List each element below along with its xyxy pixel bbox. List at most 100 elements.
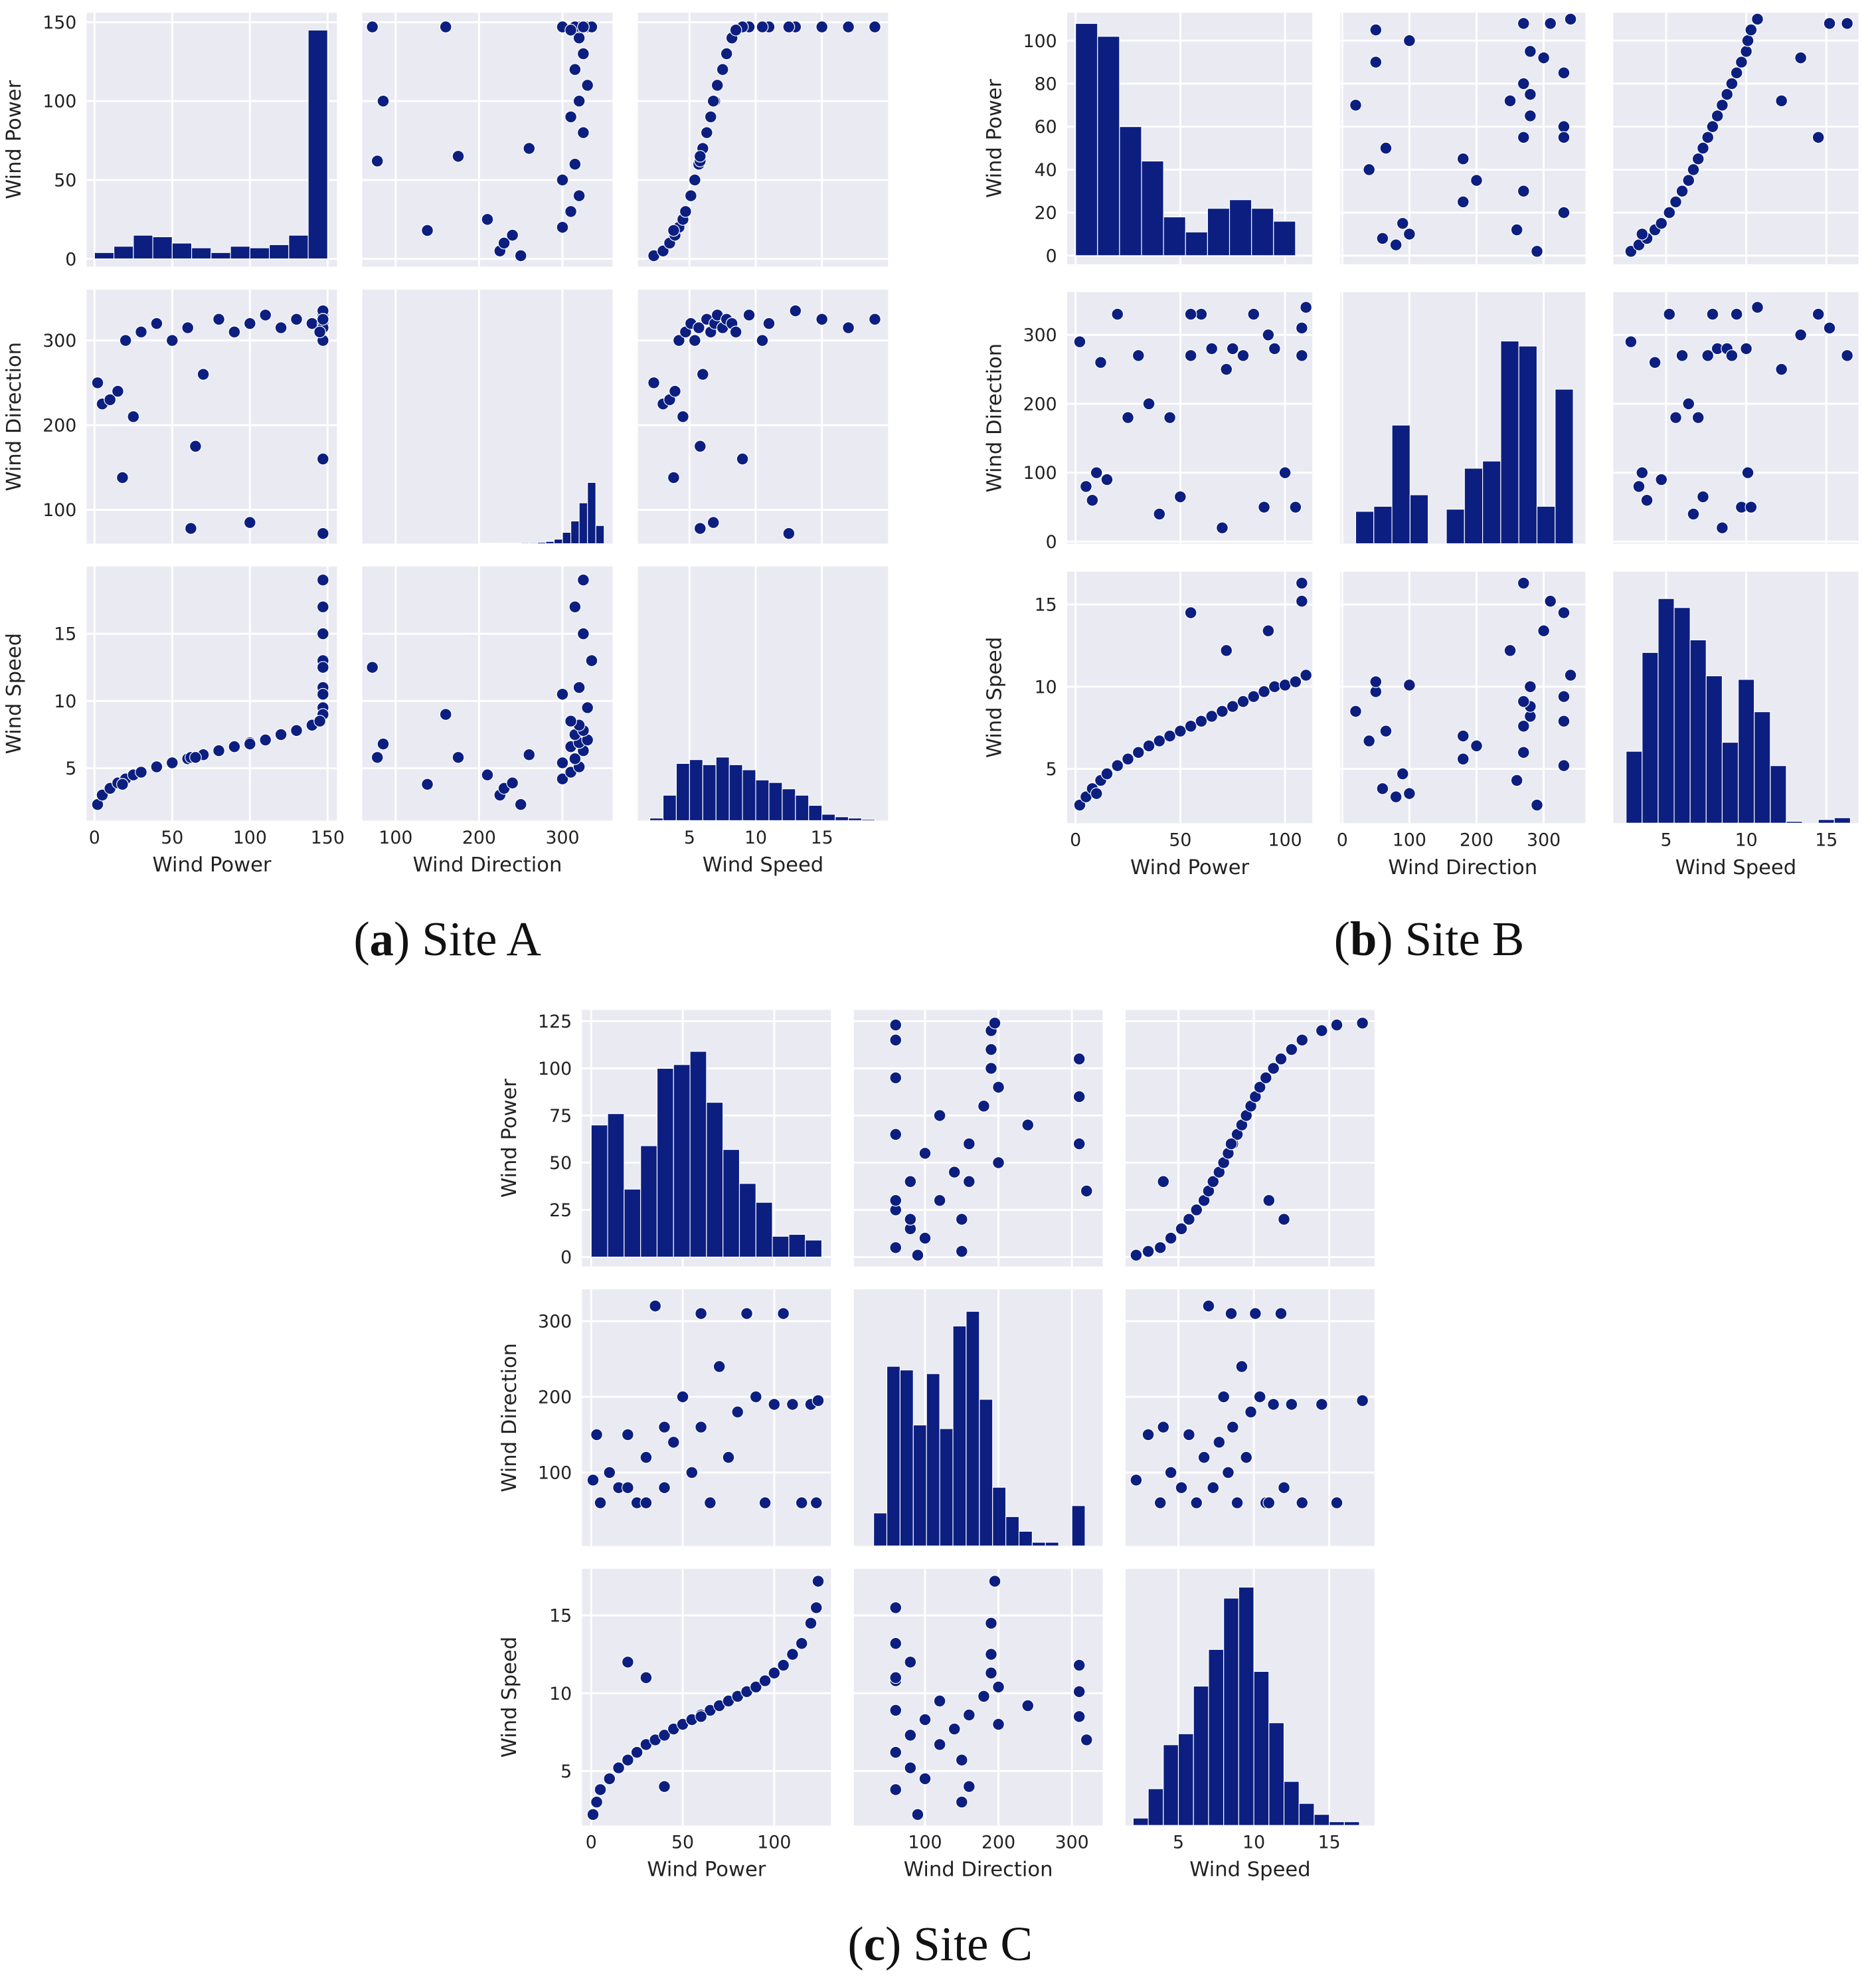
scatter-point [1153,507,1166,521]
histogram-bar [662,794,677,822]
scatter-point [572,681,586,694]
scatter-point [711,79,724,92]
y-tick-label: 0 [1046,532,1057,553]
scatter-point [1122,411,1134,424]
histogram-bar [1185,231,1208,256]
histogram-bar [1298,1803,1315,1826]
scatter-point [768,1398,781,1411]
scatter-point [1202,1299,1215,1312]
x-tick-label: 200 [981,1833,1015,1853]
x-tick-label: 0 [89,828,100,848]
scatter-point [1557,131,1571,144]
histogram-bar [979,1399,993,1547]
scatter-point [1278,679,1292,691]
scatter-point [676,1390,689,1403]
panel-background [86,290,337,544]
scatter-point [1226,1421,1239,1433]
scatter-point [1741,34,1754,47]
y-tick-label: 300 [1023,325,1057,346]
scatter-point [1557,120,1571,134]
scatter-point [693,522,707,535]
histogram-bar [1658,598,1675,824]
x-tick-label: 100 [1393,830,1426,851]
scatter-point [889,1637,902,1650]
scatter-point [313,325,326,339]
scatter-point [1557,206,1571,219]
x-tick-label: 5 [1173,1833,1184,1853]
scatter-point [1544,594,1557,608]
scatter-point [1226,342,1239,355]
scatter-point [1363,735,1376,747]
histogram-bar [553,539,563,545]
histogram-bar [1409,494,1429,545]
y-tick-label: 25 [549,1200,572,1221]
scatter-point [1841,17,1853,30]
scatter-point [669,385,681,398]
histogram-bar [607,1113,625,1258]
scatter-point [992,1081,1005,1094]
scatter-point [577,627,590,640]
histogram-bar [1446,509,1465,545]
scatter-point [1295,321,1308,335]
scatter-point [1153,1241,1167,1254]
scatter-point [1072,1052,1086,1065]
scatter-point [1267,1398,1280,1411]
y-tick-label: 100 [538,1463,572,1483]
histogram-bar [624,1188,641,1258]
scatter-point [1142,1428,1155,1441]
x-tick-label: 10 [1242,1833,1265,1853]
scatter-point [1823,321,1836,335]
scatter-point [1663,308,1676,321]
scatter-point [556,221,569,234]
scatter-point [1330,1018,1343,1032]
scatter-point [955,1795,968,1809]
histogram-bar [1273,221,1296,256]
x-tick-label: 100 [379,828,412,848]
scatter-point [762,317,776,330]
x-axis-label: Wind Power [1130,856,1249,879]
y-tick-label: 100 [43,500,76,521]
histogram-bar [1132,1817,1149,1826]
y-tick-label: 60 [1035,117,1057,137]
scatter-point [274,728,288,741]
scatter-point [842,321,855,334]
scatter-point [366,661,379,674]
histogram-bar [966,1310,980,1547]
histogram-bar [578,502,588,545]
scatter-point [213,744,225,757]
scatter-point [988,1575,1001,1587]
scatter-point [695,1421,707,1433]
scatter-point [185,522,197,535]
histogram-bar [649,818,664,822]
scatter-point [572,189,586,203]
caption-part: ( [848,1917,864,1971]
scatter-point [523,142,536,155]
scatter-point [1153,735,1166,747]
scatter-point [1072,1090,1086,1103]
scatter-point [506,776,519,790]
scatter-point [1236,695,1250,708]
x-tick-label: 300 [545,828,579,848]
panel-background [1340,13,1586,264]
scatter-point [933,1738,946,1751]
scatter-point [1524,110,1537,122]
x-axis-label: Wind Power [152,854,271,877]
scatter-point [116,471,129,484]
scatter-point [1216,705,1229,718]
scatter-point [1691,152,1705,165]
scatter-point [911,1808,924,1821]
scatter-point [213,313,225,326]
scatter-point [1253,1390,1266,1403]
scatter-point [377,94,390,108]
scatter-point [889,1071,902,1085]
histogram-bar [1071,1505,1086,1547]
scatter-point [1531,798,1543,812]
scatter-point [1184,606,1197,619]
scatter-point [1080,1184,1093,1198]
scatter-point [165,757,179,769]
scatter-point [506,228,519,242]
scatter-point [1711,110,1724,122]
scatter-point [1706,308,1719,321]
scatter-point [1100,473,1114,486]
scatter-point [985,1062,997,1075]
